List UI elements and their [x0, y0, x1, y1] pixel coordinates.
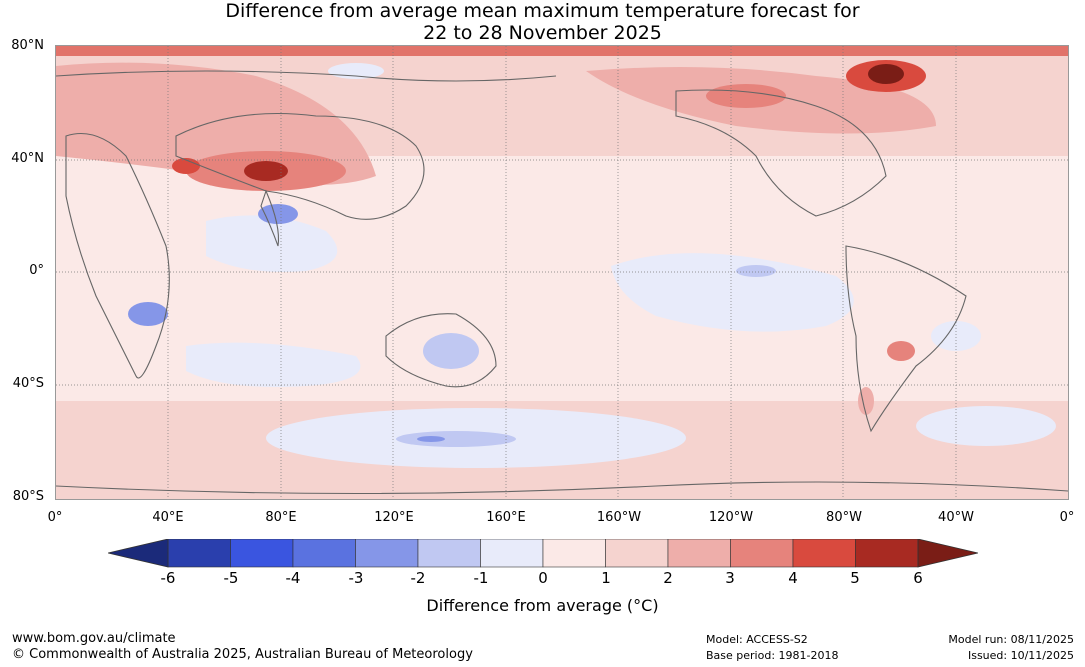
colorbar-tick: 3: [725, 569, 735, 587]
lon-label-0: 0°: [47, 510, 63, 525]
colorbar-segment: [355, 539, 419, 568]
eurasia-north-coast: [56, 70, 557, 82]
coastlines: [56, 70, 1068, 495]
colorbar-tick: 2: [663, 569, 673, 587]
pacific-cool-zone: [611, 253, 854, 332]
argentina-warm: [887, 341, 915, 361]
colorbar-segments: [167, 539, 919, 568]
indian-ocean-cool: [206, 215, 338, 272]
southern-cool-peak: [417, 436, 445, 442]
footer-model: Model: ACCESS-S2: [706, 633, 808, 646]
chart-title-line2: 22 to 28 November 2025: [423, 22, 662, 44]
australia-coast: [385, 313, 497, 388]
lon-label-40e: 40°E: [152, 510, 184, 525]
africa-cool-spot: [128, 302, 168, 326]
footer-issued: Issued: 10/11/2025: [967, 649, 1074, 662]
colorbar-segment: [730, 539, 794, 568]
south-indian-cool: [186, 342, 361, 387]
south-atlantic-cool: [916, 406, 1056, 446]
colorbar-segment: [480, 539, 544, 568]
chart-title-line1: Difference from average mean maximum tem…: [225, 0, 860, 22]
siberia-cool: [328, 63, 384, 79]
colorbar-tick: 5: [850, 569, 860, 587]
footer-copyright: © Commonwealth of Australia 2025, Austra…: [12, 647, 473, 662]
colorbar-tick: -4: [285, 569, 301, 587]
asia-coast: [175, 112, 425, 220]
iran-hot-spot: [172, 158, 200, 174]
colorbar-segment: [855, 539, 919, 568]
colorbar-segment: [667, 539, 731, 568]
australia-cool: [423, 333, 479, 369]
map-canvas: [56, 46, 1068, 499]
colorbar-tick: -5: [223, 569, 239, 587]
lon-label-40w: 40°W: [938, 510, 974, 525]
colorbar-under-arrow: [108, 539, 169, 568]
lat-label-40s: 40°S: [12, 376, 44, 391]
antarctica-coast: [56, 481, 1068, 495]
southern-cool-core: [396, 431, 516, 447]
colorbar-segment: [417, 539, 481, 568]
lat-label-0: 0°: [29, 263, 44, 278]
arctic-edge-warm: [56, 46, 1068, 56]
graticule: [56, 46, 1068, 499]
lon-label-160w: 160°W: [596, 510, 642, 525]
india-coast: [260, 189, 280, 247]
colorbar: [108, 539, 978, 568]
lon-label-0-end: 0°: [1059, 510, 1075, 525]
footer-website: www.bom.gov.au/climate: [12, 631, 176, 646]
footer-model-run: Model run: 08/11/2025: [948, 633, 1074, 646]
colorbar-tick: -1: [473, 569, 489, 587]
india-cool-spot: [258, 204, 298, 224]
footer-base-period: Base period: 1981-2018: [706, 649, 839, 662]
south-america-coast: [845, 245, 967, 433]
colorbar-tick: -3: [348, 569, 364, 587]
hudson-bay-hot-core: [868, 64, 904, 84]
anomaly-map: [55, 45, 1069, 500]
colorbar-label: Difference from average (°C): [426, 596, 659, 615]
colorbar-tick: 4: [788, 569, 798, 587]
lat-label-40n: 40°N: [11, 151, 44, 166]
lon-label-80w: 80°W: [826, 510, 862, 525]
lat-label-80n: 80°N: [11, 38, 44, 53]
colorbar-segment: [167, 539, 231, 568]
north-america-coast: [675, 89, 887, 217]
lon-label-120e: 120°E: [374, 510, 414, 525]
brazil-cool: [931, 321, 981, 351]
lon-label-160e: 160°E: [486, 510, 526, 525]
lon-label-120w: 120°W: [708, 510, 754, 525]
pacific-cool-core: [736, 265, 776, 277]
colorbar-tick: 1: [601, 569, 611, 587]
colorbar-tick: 6: [913, 569, 923, 587]
lon-label-80e: 80°E: [265, 510, 297, 525]
colorbar-tick: 0: [538, 569, 548, 587]
lat-label-80s: 80°S: [12, 489, 44, 504]
colorbar-segment: [292, 539, 356, 568]
tibet-hot-core: [244, 161, 288, 181]
colorbar-over-arrow: [917, 539, 978, 568]
colorbar-segment: [605, 539, 669, 568]
colorbar-segment: [792, 539, 856, 568]
colorbar-tick: -6: [160, 569, 176, 587]
patagonia-warm: [858, 387, 874, 415]
colorbar-tick: -2: [410, 569, 426, 587]
colorbar-segment: [230, 539, 294, 568]
africa-coast: [65, 132, 170, 379]
colorbar-segment: [542, 539, 606, 568]
